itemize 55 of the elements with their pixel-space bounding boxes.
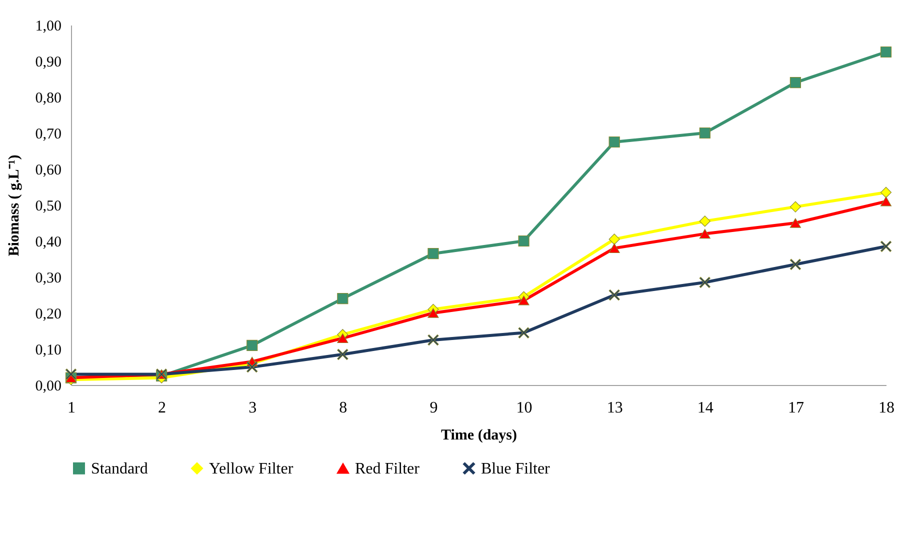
point <box>246 340 258 351</box>
x-tick-label: 17 <box>788 400 804 416</box>
point <box>428 334 439 346</box>
y-tick-label: 0,70 <box>35 126 62 142</box>
x-tick-label: 2 <box>158 400 166 416</box>
x-tick-label: 1 <box>68 400 76 416</box>
x-tick-label: 18 <box>878 400 894 416</box>
point <box>880 240 892 252</box>
point <box>246 361 258 373</box>
x-tick-label: 9 <box>430 400 438 416</box>
y-tick-label: 0,80 <box>35 90 62 106</box>
x-tick-label: 13 <box>606 400 623 416</box>
point <box>790 218 801 228</box>
point <box>337 348 348 360</box>
point <box>699 216 710 227</box>
point <box>518 296 530 306</box>
point <box>699 228 710 239</box>
y-axis-title: Biomass ( g.L⁻¹) <box>6 154 22 256</box>
point <box>790 201 801 212</box>
y-tick-label: 0,90 <box>35 54 62 70</box>
y-tick-label: 0,60 <box>35 162 62 178</box>
y-tick-label: 0,00 <box>35 378 62 394</box>
x-axis-title: Time (days) <box>441 428 517 444</box>
point <box>608 136 620 148</box>
point <box>880 46 892 58</box>
point <box>518 327 530 338</box>
y-tick-label: 0,10 <box>35 342 62 358</box>
legend-label: Red Filter <box>355 460 420 478</box>
point <box>699 276 710 288</box>
point <box>880 196 892 206</box>
point <box>428 248 439 260</box>
point <box>65 368 77 380</box>
y-tick-label: 0,20 <box>35 306 62 322</box>
point <box>699 127 710 139</box>
point <box>337 333 348 344</box>
x-tick-label: 8 <box>339 400 348 416</box>
x-tick-label: 10 <box>516 400 532 416</box>
y-tick-label: 0,50 <box>35 198 62 214</box>
legend-label: Blue Filter <box>481 460 551 478</box>
point <box>790 77 801 88</box>
y-tick-label: 0,30 <box>35 270 62 286</box>
legend-label: Yellow Filter <box>209 460 294 478</box>
point <box>608 243 620 254</box>
y-tick-label: 0,40 <box>35 234 62 250</box>
point <box>790 258 801 270</box>
y-tick-label: 1,00 <box>35 18 62 34</box>
legend-label: Standard <box>91 460 148 478</box>
point <box>608 234 620 245</box>
point <box>337 293 348 304</box>
point <box>880 186 892 198</box>
point <box>608 289 620 301</box>
x-tick-label: 14 <box>697 400 714 416</box>
x-tick-label: 3 <box>248 400 257 416</box>
point <box>428 308 439 318</box>
point <box>518 235 530 247</box>
